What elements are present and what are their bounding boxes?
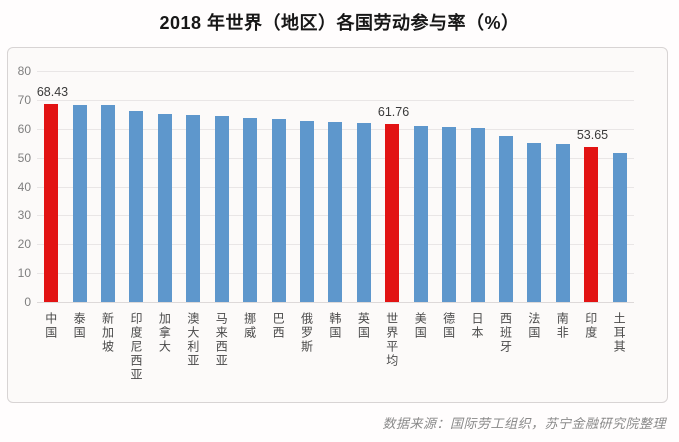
bar-column: 泰国 [65, 71, 93, 340]
bar-column: 挪威 [236, 71, 264, 340]
bar-column: 法国 [520, 71, 548, 340]
bar-column: 土耳其 [605, 71, 633, 354]
chart-bar-regular [300, 121, 314, 302]
bar-column: 马来西亚 [208, 71, 236, 368]
plot-area: 68.43 中国 泰国 新加坡 印度尼西亚 加拿大 澳大利亚 马来西亚 挪威 巴西 俄罗斯 韩国 英国 6… [36, 71, 634, 382]
chart-bar-regular [328, 121, 343, 302]
chart-bar-regular [356, 122, 371, 302]
category-label: 日本 [470, 312, 485, 340]
category-label: 加拿大 [157, 312, 172, 354]
value-label: 61.76 [377, 104, 410, 119]
bar-column: 韩国 [321, 71, 349, 340]
gridline [37, 99, 634, 101]
y-axis-tick-label: 30 [17, 208, 31, 223]
category-label: 挪威 [242, 312, 257, 340]
category-label: 西班牙 [498, 312, 513, 354]
x-axis-baseline [37, 302, 634, 303]
category-label: 澳大利亚 [185, 312, 200, 368]
bar-column: 俄罗斯 [293, 71, 321, 354]
page-title: 2018 年世界（地区）各国劳动参与率（%） [159, 13, 520, 33]
bar-column: 61.76 世界平均 [377, 71, 410, 368]
category-label: 俄罗斯 [299, 312, 314, 354]
chart-bar-regular [498, 136, 513, 302]
chart-bar-highlighted [385, 123, 400, 302]
bar-column: 西班牙 [492, 71, 520, 354]
chart-card: 0 10 20 30 40 50 60 70 80 68.43 中国 泰国 新加坡 印度尼西亚 加拿大 澳大… [7, 47, 668, 403]
bar-column: 美国 [406, 71, 434, 340]
category-label: 世界平均 [384, 312, 399, 368]
chart-bar-regular [527, 142, 542, 302]
chart-bar-regular [470, 128, 485, 302]
bar-column: 巴西 [264, 71, 292, 340]
bar-column: 68.43 中国 [36, 71, 69, 340]
chart-bar-regular [243, 117, 258, 302]
bar-column: 英国 [350, 71, 378, 340]
chart-bar-regular [612, 153, 627, 302]
source-note: 数据来源：国际劳工组织，苏宁金融研究院整理 [382, 416, 666, 431]
chart-bar-regular [271, 119, 286, 302]
chart-bar-highlighted [584, 147, 599, 302]
bar-column: 南非 [549, 71, 577, 340]
bar-series: 68.43 中国 泰国 新加坡 印度尼西亚 加拿大 澳大利亚 马来西亚 挪威 巴西 俄罗斯 韩国 英国 6… [36, 71, 634, 382]
bar-column: 澳大利亚 [179, 71, 207, 368]
category-label: 南非 [555, 312, 570, 340]
category-label: 印度 [583, 312, 598, 340]
y-axis-tick-label: 40 [17, 179, 31, 194]
value-label: 68.43 [36, 85, 69, 100]
chart-bar-regular [186, 115, 201, 302]
category-label: 土耳其 [612, 312, 627, 354]
y-axis-tick-label: 80 [17, 64, 31, 78]
value-label: 53.65 [576, 128, 609, 143]
bar-column: 新加坡 [94, 71, 122, 354]
category-label: 中国 [43, 312, 58, 340]
y-axis-tick-label: 20 [17, 237, 31, 252]
chart-bar-regular [157, 114, 172, 302]
category-label: 韩国 [327, 312, 342, 340]
chart-bar-regular [72, 105, 87, 302]
category-label: 巴西 [271, 312, 286, 340]
chart-bar-regular [555, 144, 570, 302]
chart-bar-highlighted [44, 104, 59, 302]
gridline [37, 71, 634, 72]
chart-bar-regular [129, 110, 144, 302]
y-axis-tick-label: 60 [17, 121, 31, 136]
category-label: 德国 [441, 312, 456, 340]
bar-column: 日本 [463, 71, 491, 340]
bar-column: 加拿大 [151, 71, 179, 354]
y-axis-tick-label: 70 [17, 92, 31, 107]
category-label: 马来西亚 [214, 312, 229, 368]
bar-column: 德国 [435, 71, 463, 340]
bar-column: 53.65 印度 [576, 71, 609, 340]
y-axis-tick-label: 0 [24, 295, 31, 309]
chart-bar-regular [442, 127, 457, 302]
chart-bar-regular [101, 105, 116, 302]
y-axis-tick-label: 10 [17, 266, 31, 281]
chart-bar-regular [413, 125, 428, 302]
category-label: 新加坡 [100, 312, 115, 354]
category-label: 泰国 [72, 312, 87, 340]
y-axis-tick-label: 50 [17, 150, 31, 165]
bar-column: 印度尼西亚 [122, 71, 150, 382]
chart-bar-regular [214, 116, 229, 302]
category-label: 法国 [526, 312, 541, 340]
category-label: 印度尼西亚 [128, 312, 143, 382]
category-label: 美国 [413, 312, 428, 340]
category-label: 英国 [356, 312, 371, 340]
